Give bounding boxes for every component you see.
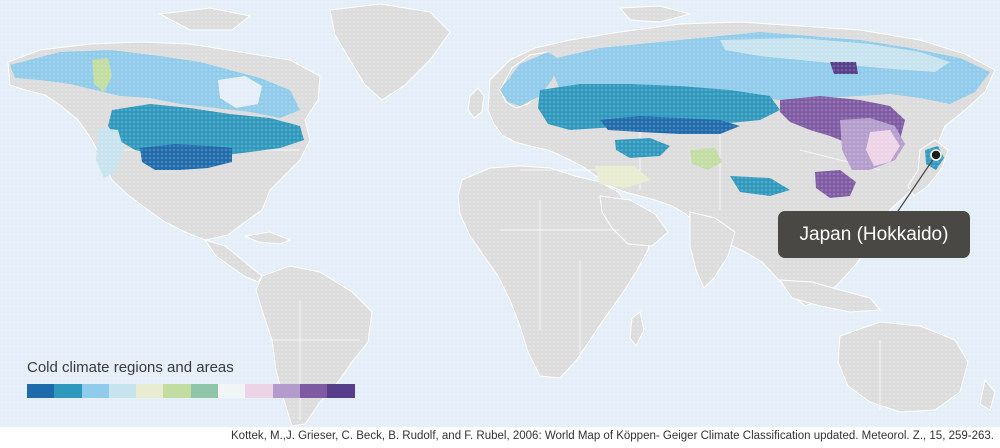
callout-label: Japan (Hokkaido) — [799, 223, 949, 245]
legend: Cold climate regions and areas — [27, 359, 357, 398]
legend-swatch-4 — [108, 384, 137, 398]
legend-swatch-6 — [163, 384, 191, 398]
legend-swatch-10 — [272, 384, 300, 398]
source-citation: Kottek, M.,J. Grieser, C. Beck, B. Rudol… — [231, 430, 994, 442]
legend-swatch-2 — [54, 384, 82, 398]
hokkaido-callout: Japan (Hokkaido) — [778, 211, 970, 258]
legend-swatch-12 — [327, 384, 355, 398]
callout-leader — [897, 149, 942, 212]
footer — [0, 427, 1000, 448]
legend-swatch-11 — [299, 384, 328, 398]
legend-swatch-9 — [245, 384, 273, 398]
legend-swatches — [27, 384, 357, 398]
legend-title: Cold climate regions and areas — [27, 359, 234, 376]
hokkaido-marker — [930, 149, 942, 161]
legend-swatch-7 — [190, 384, 219, 398]
legend-swatch-5 — [136, 384, 164, 398]
legend-swatch-1 — [27, 384, 55, 398]
legend-swatch-8 — [218, 384, 246, 398]
legend-swatch-3 — [81, 384, 109, 398]
